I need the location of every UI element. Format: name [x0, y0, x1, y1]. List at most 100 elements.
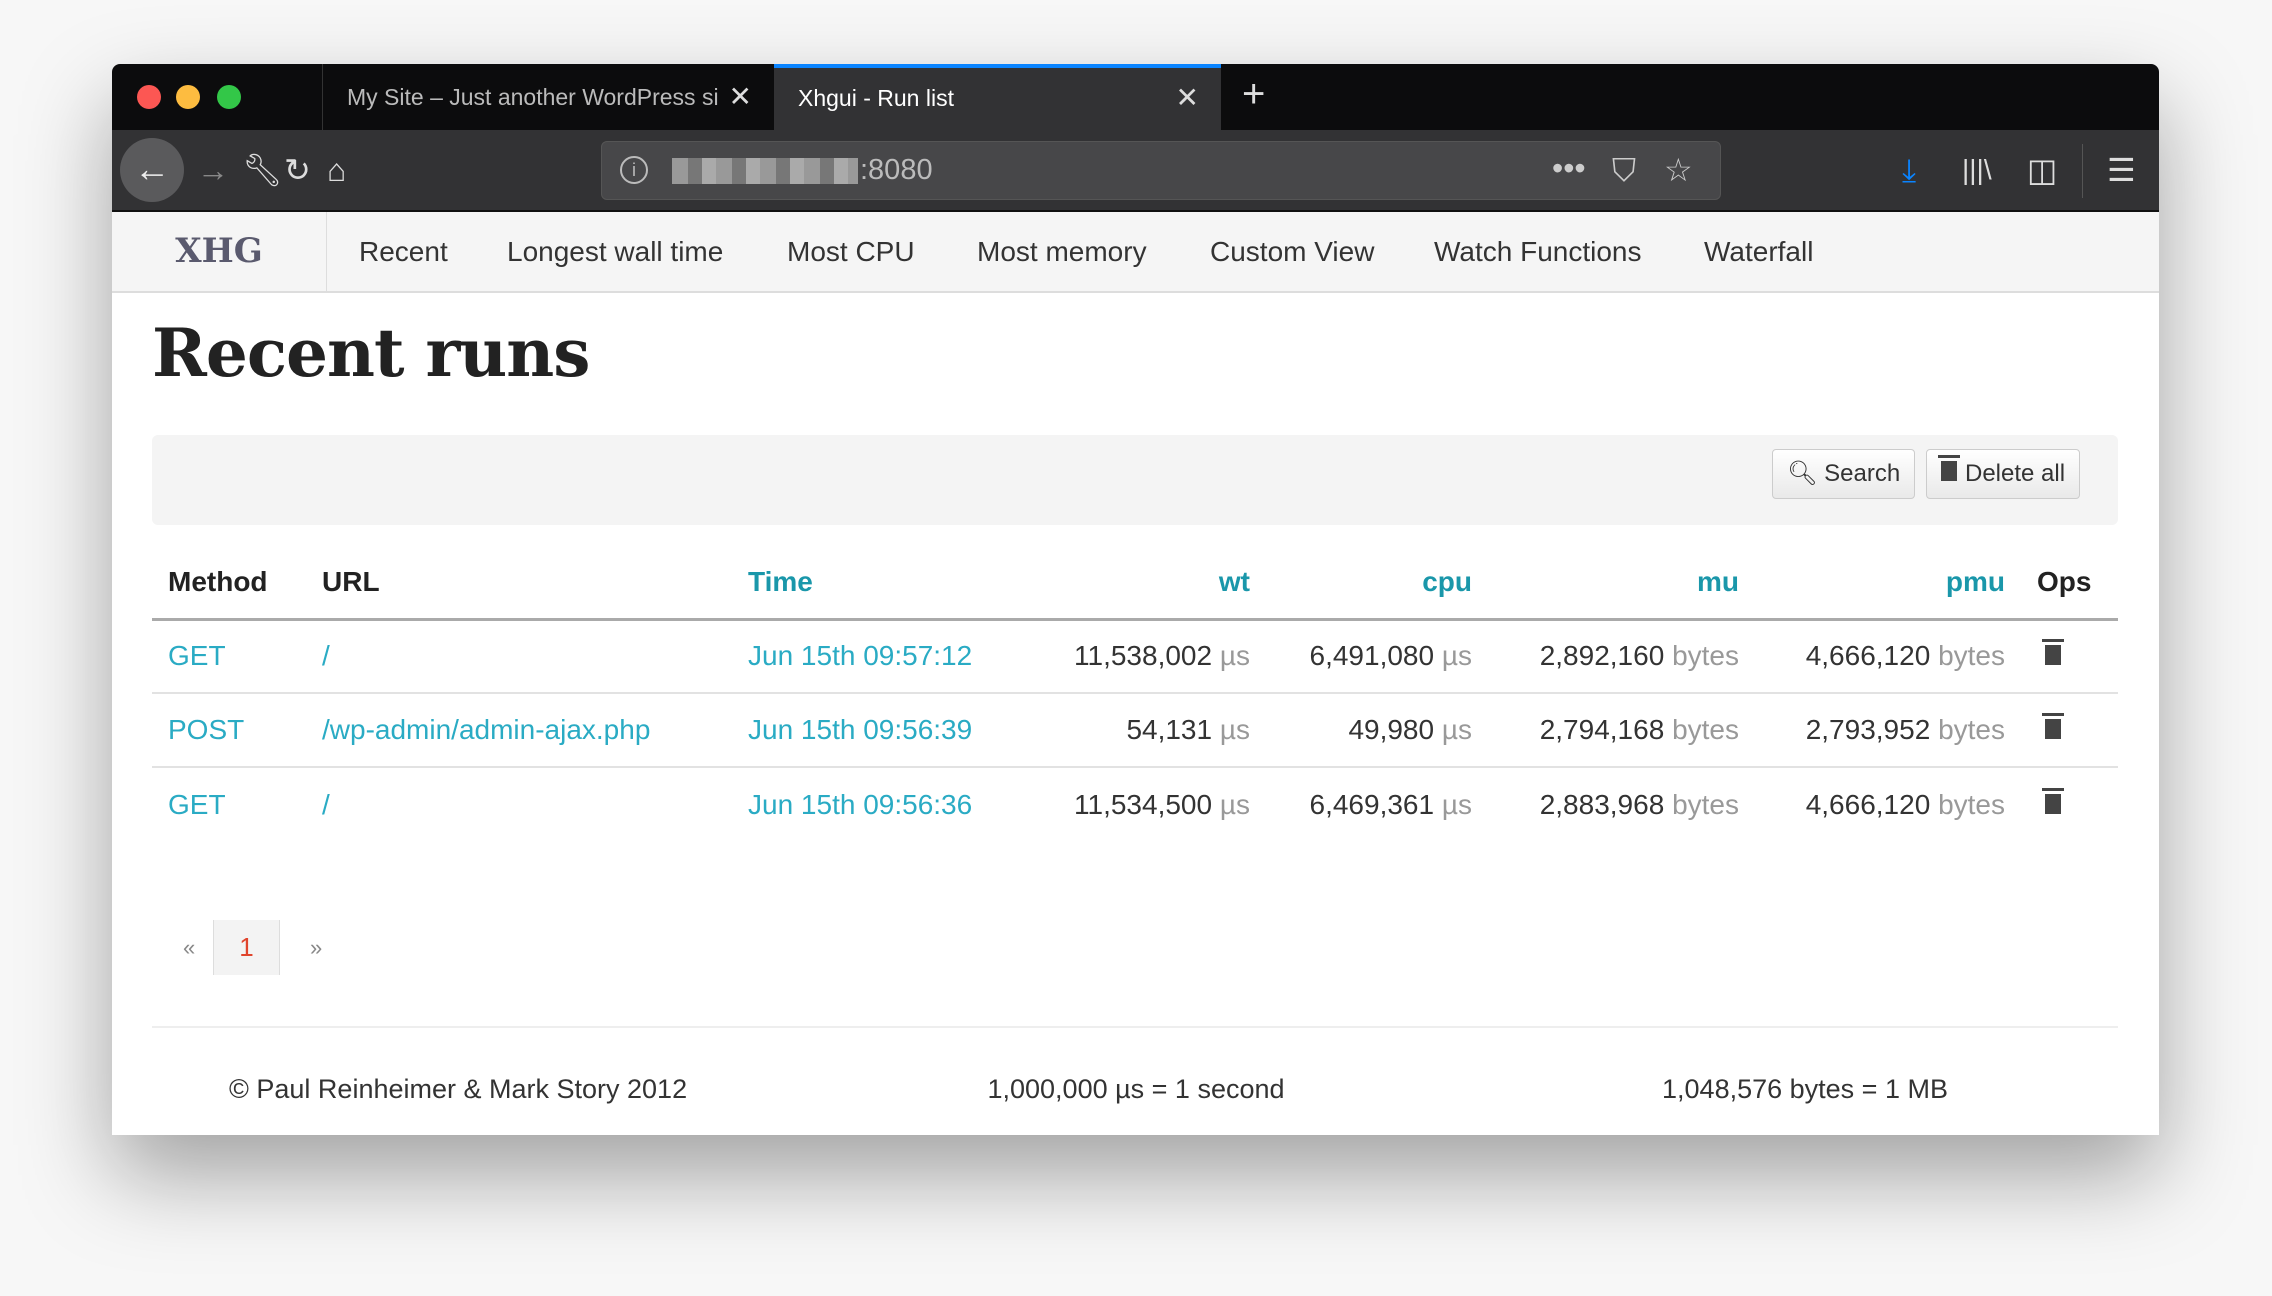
tab-my-site[interactable]: My Site – Just another WordPress si ✕	[322, 64, 774, 130]
pmu-value: 4,666,120	[1805, 788, 1931, 820]
delete-all-button[interactable]: Delete all	[1926, 449, 2081, 499]
header-pmu[interactable]: pmu	[1755, 547, 2021, 621]
delete-run-trash-icon[interactable]	[2042, 713, 2064, 739]
pmu-unit: bytes	[1938, 788, 2005, 820]
nav-most-cpu[interactable]: Most CPU	[787, 236, 915, 267]
pmu-value: 4,666,120	[1805, 640, 1931, 672]
time-link[interactable]: Jun 15th 09:57:12	[748, 640, 973, 672]
library-icon[interactable]: |||\	[1962, 154, 1992, 185]
wt-value: 54,131	[1126, 714, 1213, 745]
header-wt[interactable]: wt	[952, 547, 1266, 621]
app-navbar: XHG Recent Longest wall time Most CPU Mo…	[112, 212, 2159, 293]
cpu-unit: µs	[1441, 640, 1472, 672]
url-text: :8080	[860, 154, 933, 186]
delete-run-trash-icon[interactable]	[2042, 639, 2064, 666]
wt-unit: µs	[1219, 788, 1250, 820]
table-row: GET / Jun 15th 09:57:12 11,538,002 µs 6,491,…	[152, 619, 2118, 694]
method-link[interactable]: GET	[168, 788, 226, 820]
footer-copyright: © Paul Reinheimer & Mark Story 2012	[229, 1074, 688, 1104]
mu-value: 2,883,968	[1539, 788, 1665, 820]
search-icon: 🔍︎	[1787, 460, 1818, 487]
mu-unit: bytes	[1672, 714, 1739, 745]
nav-waterfall[interactable]: Waterfall	[1704, 236, 1814, 267]
brand-logo[interactable]: XHG	[112, 212, 327, 291]
pagination-next[interactable]: »	[310, 935, 323, 960]
browser-toolbar: ← → 🔧︎ ↻ ⌂ i :8080 ••• ⛉ ☆ ⤓ |||\ ◫ ☰	[112, 130, 2159, 212]
header-cpu[interactable]: cpu	[1266, 547, 1488, 621]
url-link[interactable]: /wp-admin/admin-ajax.php	[322, 714, 651, 745]
sidebar-icon[interactable]: ◫	[2027, 152, 2058, 188]
pocket-icon[interactable]: ⛉	[1612, 152, 1637, 188]
info-icon[interactable]: i	[620, 156, 648, 184]
url-bar[interactable]: i :8080 ••• ⛉ ☆	[601, 141, 1721, 200]
mu-value: 2,794,168	[1539, 714, 1665, 745]
pagination-prev[interactable]: «	[183, 935, 196, 960]
download-icon[interactable]: ⤓	[1902, 152, 1917, 188]
home-icon[interactable]: ⌂	[327, 152, 347, 188]
tab-xhgui[interactable]: Xhgui - Run list ✕	[774, 64, 1221, 130]
cpu-value: 49,980	[1348, 714, 1435, 745]
footer-divider	[152, 1026, 2118, 1028]
pmu-value: 2,793,952	[1805, 714, 1931, 745]
cpu-unit: µs	[1441, 714, 1472, 745]
mu-value: 2,892,160	[1539, 640, 1665, 672]
delete-run-trash-icon[interactable]	[2042, 787, 2064, 814]
close-tab-icon[interactable]: ✕	[728, 81, 752, 112]
search-label: Search	[1824, 460, 1901, 487]
close-tab-icon[interactable]: ✕	[1175, 82, 1199, 113]
trash-icon	[1938, 455, 1960, 481]
pmu-unit: bytes	[1938, 714, 2005, 745]
header-time[interactable]: Time	[732, 547, 952, 621]
reload-icon[interactable]: ↻	[284, 152, 311, 188]
wt-value: 11,534,500	[1074, 788, 1213, 820]
method-link[interactable]: GET	[168, 640, 226, 672]
browser-window: My Site – Just another WordPress si ✕ Xhg…	[112, 64, 2159, 1135]
new-tab-icon[interactable]: +	[1242, 72, 1266, 116]
search-button[interactable]: 🔍︎ Search	[1772, 449, 1916, 499]
nav-recent[interactable]: Recent	[359, 236, 448, 267]
mu-unit: bytes	[1672, 640, 1739, 672]
tab-bar: My Site – Just another WordPress si ✕ Xhg…	[112, 64, 2159, 130]
table-row: POST/wp-admin/admin-ajax.php Jun 15th 09:…	[152, 693, 2118, 768]
forward-icon[interactable]: →	[197, 152, 229, 188]
nav-watch-functions[interactable]: Watch Functions	[1434, 236, 1642, 267]
toolbar-divider	[2082, 144, 2083, 198]
footer-time-note: 1,000,000 µs = 1 second	[987, 1074, 1285, 1104]
wt-unit: µs	[1219, 714, 1250, 745]
cpu-value: 6,491,080	[1309, 640, 1435, 672]
header-ops: Ops	[2021, 547, 2118, 621]
wt-value: 11,538,002	[1074, 640, 1213, 672]
close-window-button[interactable]	[137, 85, 161, 109]
page-title: Recent runs	[152, 314, 590, 392]
time-link[interactable]: Jun 15th 09:56:39	[748, 714, 973, 745]
pmu-unit: bytes	[1938, 640, 2005, 672]
mu-unit: bytes	[1672, 788, 1739, 820]
url-link[interactable]: /	[322, 640, 330, 672]
nav-most-memory[interactable]: Most memory	[977, 236, 1147, 267]
delete-all-label: Delete all	[1965, 460, 2066, 487]
tab-title: My Site – Just another WordPress si	[347, 84, 719, 110]
header-method: Method	[152, 547, 306, 621]
method-link[interactable]: POST	[168, 714, 245, 745]
pagination-current[interactable]: 1	[213, 920, 280, 975]
table-row: GET / Jun 15th 09:56:36 11,534,500 µs 6,469,…	[152, 767, 2118, 841]
nav-longest-wall-time[interactable]: Longest wall time	[507, 236, 724, 267]
cpu-unit: µs	[1441, 788, 1472, 820]
wrench-icon[interactable]: 🔧︎	[242, 152, 283, 188]
bookmark-star-icon[interactable]: ☆	[1664, 152, 1693, 188]
actions-bar: 🔍︎ Search Delete all	[152, 435, 2118, 525]
redacted-host	[672, 158, 858, 184]
back-icon[interactable]: ←	[120, 138, 184, 202]
minimize-window-button[interactable]	[176, 85, 200, 109]
tab-title: Xhgui - Run list	[798, 85, 954, 111]
url-link[interactable]: /	[322, 788, 330, 820]
menu-icon[interactable]: ☰	[2107, 152, 2136, 188]
nav-custom-view[interactable]: Custom View	[1210, 236, 1375, 267]
more-icon[interactable]: •••	[1552, 150, 1586, 186]
table-header-row: Method URL Time wt cpu mu pmu Ops	[152, 547, 2118, 621]
maximize-window-button[interactable]	[217, 85, 241, 109]
wt-unit: µs	[1219, 640, 1250, 672]
time-link[interactable]: Jun 15th 09:56:36	[748, 788, 973, 820]
header-mu[interactable]: mu	[1488, 547, 1755, 621]
footer-memory-note: 1,048,576 bytes = 1 MB	[1662, 1074, 1948, 1104]
